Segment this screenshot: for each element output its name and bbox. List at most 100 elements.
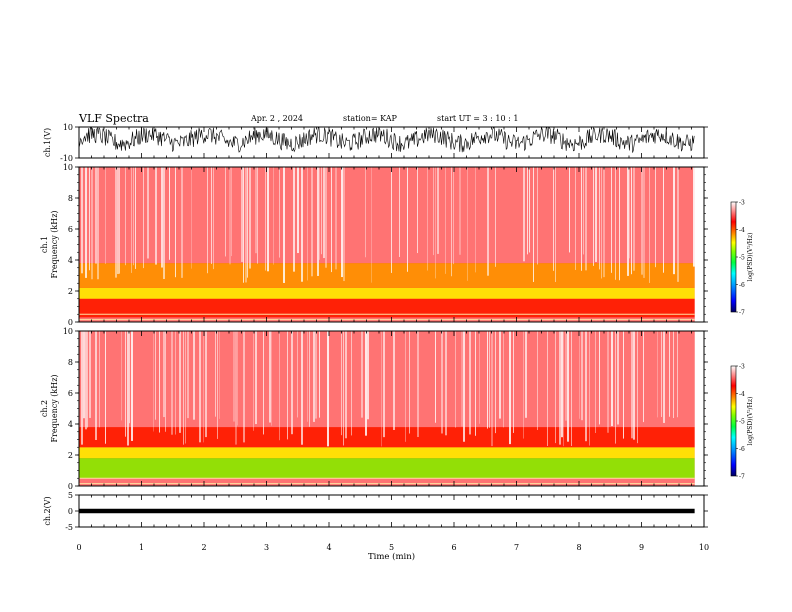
- spectrogram-streak: [135, 167, 136, 269]
- y-axis-label: ch.1: [40, 236, 49, 253]
- spectrogram-streak: [563, 331, 564, 447]
- spectrogram-streak: [529, 167, 530, 253]
- colorbar-label: log(PSD)(V²/Hz): [747, 397, 754, 446]
- colorbar: [730, 201, 737, 313]
- y-tick-label: 10: [63, 123, 73, 132]
- y-tick-label: 10: [63, 163, 73, 172]
- spectrogram-streak: [291, 331, 293, 435]
- spectrogram-streak: [607, 331, 609, 433]
- spectrogram-streak: [479, 331, 480, 424]
- spectrogram-streak: [581, 331, 583, 421]
- spectrogram-streak: [129, 331, 130, 424]
- spectrogram-streak: [559, 331, 561, 445]
- spectrogram-streak: [89, 167, 90, 271]
- x-tick-label: 4: [326, 543, 331, 552]
- spectrogram-streak: [629, 167, 630, 259]
- spectrogram-streak: [231, 167, 232, 257]
- spectrogram-streak: [105, 167, 106, 264]
- spectrogram-streak: [161, 167, 163, 268]
- spectrogram-streak: [89, 331, 91, 418]
- spectrogram-streak: [581, 167, 582, 271]
- spectrogram-streak: [321, 167, 322, 255]
- y-tick-label: 6: [68, 389, 73, 398]
- spectrogram-streak: [365, 331, 367, 436]
- spectrogram-streak: [253, 331, 254, 431]
- spectrogram-streak: [555, 167, 556, 282]
- y-axis-label: Frequency (kHz): [50, 210, 59, 278]
- spectrogram-streak: [677, 331, 678, 418]
- spectrogram-streak: [317, 167, 319, 276]
- spectrogram-streak: [233, 331, 235, 422]
- spectrogram-streak: [399, 167, 400, 258]
- x-tick-label: 8: [576, 543, 581, 552]
- y-axis-label: ch.2(V): [43, 496, 52, 525]
- spectrogram-streak: [533, 167, 534, 282]
- spectrogram-streak: [171, 331, 173, 435]
- spectrogram-streak: [527, 167, 528, 255]
- spectrogram-streak: [673, 167, 675, 275]
- spectrogram-streak: [487, 331, 488, 429]
- spectrogram-streak: [175, 331, 176, 435]
- spectrogram-streak: [567, 331, 569, 442]
- spectrogram-band: [79, 263, 695, 288]
- spectrogram-streak: [243, 331, 245, 443]
- spectrogram-streak: [255, 331, 257, 425]
- spectrogram-streak: [219, 331, 220, 419]
- spectrogram-streak: [121, 331, 122, 421]
- spectrogram-streak: [169, 167, 170, 260]
- spectrogram-streak: [663, 331, 665, 423]
- spectrogram-streak: [693, 167, 695, 267]
- spectrogram-streak: [631, 167, 632, 275]
- spectrogram-streak: [459, 167, 461, 255]
- spectrogram-streak: [313, 331, 315, 422]
- spectrogram-streak: [181, 167, 183, 278]
- y-tick-label: -10: [60, 154, 73, 163]
- spectrogram-streak: [619, 167, 620, 281]
- spectrogram-streak: [257, 167, 258, 264]
- spectrogram-streak: [623, 331, 624, 439]
- spectrogram-streak: [301, 331, 303, 445]
- spectrogram-band: [79, 427, 695, 448]
- spectrogram-streak: [585, 167, 587, 271]
- spectrogram-streak: [601, 167, 602, 279]
- spectrogram-band: [79, 298, 695, 318]
- spectrogram-streak: [669, 331, 670, 417]
- spectrogram-streak: [599, 167, 600, 270]
- spectrogram-streak: [327, 331, 329, 447]
- x-tick-label: 6: [451, 543, 456, 552]
- spectrogram-streak: [125, 167, 126, 266]
- y-tick-label: 4: [68, 256, 73, 265]
- spectrogram-streak: [435, 331, 436, 423]
- y-tick-label: 2: [68, 451, 73, 460]
- y-tick-label: 6: [68, 225, 73, 234]
- spectrogram-streak: [311, 167, 313, 277]
- spectrogram-texture: [81, 331, 678, 447]
- y-tick-label: 2: [68, 287, 73, 296]
- spectrogram-streak: [95, 331, 97, 440]
- x-tick-label: 2: [201, 543, 206, 552]
- spectrogram-streak: [81, 167, 83, 274]
- spectrogram-streak: [555, 331, 556, 444]
- spectrogram-streak: [319, 167, 320, 260]
- spectrogram-streak: [155, 167, 157, 265]
- spectrogram-streak: [463, 331, 465, 442]
- spectrogram-streak: [641, 167, 643, 275]
- station-label: station= KAP: [343, 114, 397, 123]
- spectrogram-band: [79, 331, 695, 428]
- spectrogram-streak: [579, 331, 580, 419]
- spectrogram-streak: [341, 167, 343, 278]
- spectrogram-streak: [241, 167, 243, 262]
- y-tick-label: 10: [63, 327, 73, 336]
- spectrogram-streak: [279, 331, 280, 441]
- spectrogram-streak: [341, 331, 342, 436]
- spectrogram-streak: [117, 167, 119, 274]
- spectrogram-streak: [115, 167, 117, 278]
- spectrogram-streak: [345, 331, 347, 439]
- spectrogram-streak: [153, 331, 154, 432]
- spectrogram-streak: [595, 167, 597, 262]
- spectrogram-streak: [615, 331, 616, 444]
- spectrogram-streak: [611, 331, 613, 427]
- spectrogram-streak: [575, 167, 576, 270]
- spectrogram-streak: [649, 167, 650, 283]
- spectrogram-streak: [265, 167, 266, 271]
